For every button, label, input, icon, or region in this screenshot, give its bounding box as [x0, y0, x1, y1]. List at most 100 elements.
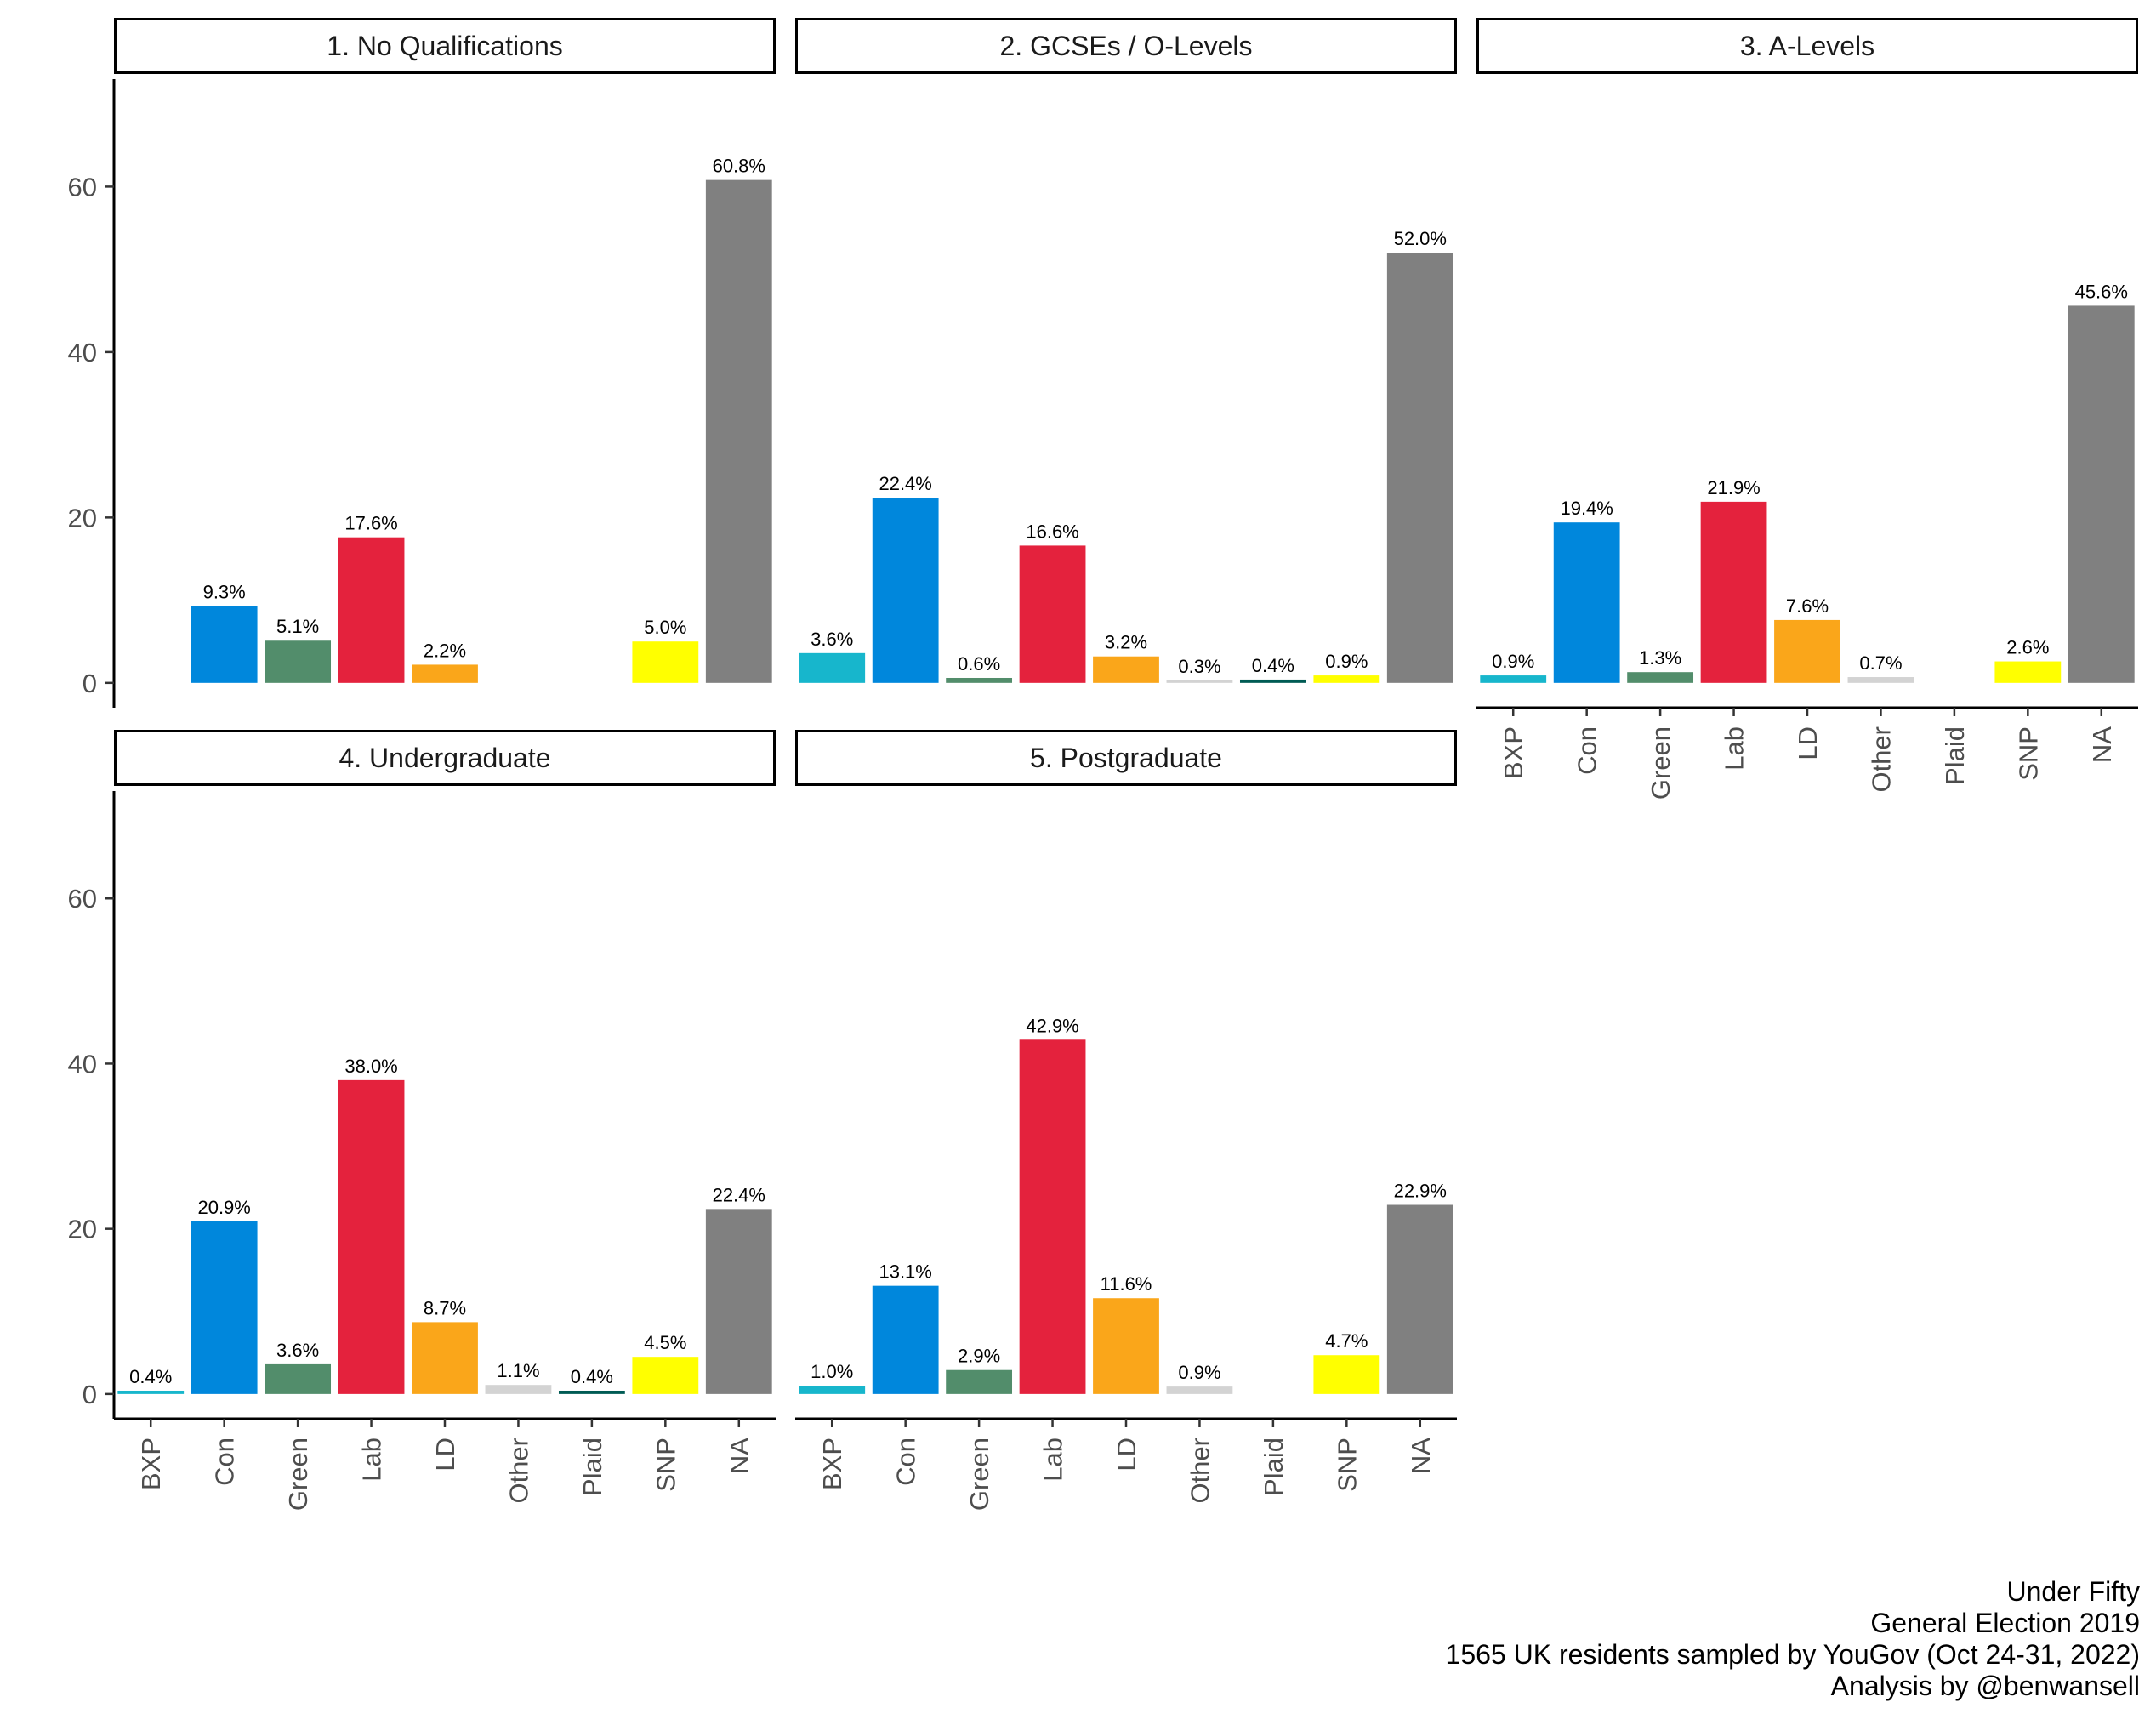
x-tick-label: SNP: [2013, 726, 2043, 781]
facet-title-2: 2. GCSEs / O-Levels: [1000, 31, 1253, 61]
data-label: 38.0%: [344, 1056, 397, 1077]
y-tick-label: 20: [68, 1215, 97, 1244]
bar-na: [705, 179, 772, 683]
data-label: 2.9%: [958, 1346, 1000, 1367]
x-tick-label: Other: [503, 1438, 533, 1504]
facet-title-3: 3. A-Levels: [1740, 31, 1874, 61]
caption-line-credit: Analysis by @benwansell: [1830, 1671, 2140, 1701]
x-tick-label: Con: [1573, 726, 1602, 775]
data-label: 8.7%: [424, 1297, 466, 1318]
bar-green: [1627, 672, 1694, 683]
y-tick-label: 60: [68, 884, 97, 914]
bar-con: [872, 498, 939, 683]
data-label: 9.3%: [203, 581, 246, 602]
bar-bxp: [1480, 675, 1547, 683]
bar-na: [1386, 253, 1453, 683]
bar-lab: [1019, 545, 1086, 683]
bar-ld: [412, 664, 478, 683]
x-tick-label: Other: [1866, 726, 1896, 793]
bar-lab: [1019, 1039, 1086, 1394]
data-label: 21.9%: [1707, 477, 1760, 498]
data-label: 7.6%: [1786, 595, 1829, 617]
y-tick-label: 60: [68, 172, 97, 202]
data-label: 0.3%: [1178, 656, 1220, 677]
bar-green: [946, 677, 1013, 683]
facet-strip-1: [114, 18, 776, 74]
x-tick-label: NA: [725, 1438, 754, 1474]
bar-lab: [1700, 501, 1767, 683]
data-label: 1.0%: [811, 1361, 853, 1382]
x-tick-label: BXP: [1499, 726, 1528, 779]
x-tick-label: LD: [430, 1438, 460, 1472]
x-tick-label: Con: [891, 1438, 921, 1486]
data-label: 0.7%: [1859, 652, 1902, 674]
facet-title-1: 1. No Qualifications: [327, 31, 562, 61]
x-tick-label: Plaid: [1259, 1438, 1288, 1496]
x-tick-label: NA: [1406, 1438, 1436, 1474]
facet-strip-2: [795, 18, 1457, 74]
bar-other: [1847, 677, 1914, 683]
bar-snp: [1313, 1355, 1380, 1394]
y-tick-label: 0: [82, 1380, 97, 1409]
bar-na: [705, 1209, 772, 1394]
x-tick-label: SNP: [651, 1438, 680, 1492]
data-label: 0.9%: [1325, 651, 1368, 672]
caption-line-sample: 1565 UK residents sampled by YouGov (Oct…: [1445, 1639, 2140, 1670]
bar-ld: [1774, 619, 1840, 683]
bar-con: [191, 1221, 258, 1394]
x-tick-label: Plaid: [1940, 726, 1970, 785]
caption-line-election: General Election 2019: [1870, 1608, 2140, 1638]
bar-lab: [338, 537, 405, 683]
data-label: 45.6%: [2075, 281, 2128, 302]
bar-bxp: [799, 1386, 866, 1394]
data-label: 20.9%: [197, 1197, 250, 1218]
bar-con: [1553, 522, 1620, 683]
data-label: 22.4%: [879, 473, 931, 494]
x-tick-label: LD: [1793, 726, 1823, 760]
data-label: 2.2%: [424, 640, 466, 661]
bar-lab: [338, 1079, 405, 1394]
data-label: 0.9%: [1178, 1362, 1220, 1383]
facet-strip-5: [795, 730, 1457, 786]
data-label: 3.6%: [276, 1340, 319, 1361]
data-label: 52.0%: [1394, 228, 1447, 249]
bar-plaid: [1239, 679, 1306, 683]
facet-strip-3: [1476, 18, 2138, 74]
data-label: 17.6%: [344, 513, 397, 534]
data-label: 0.4%: [129, 1366, 172, 1387]
bar-na: [2068, 305, 2135, 683]
bar-con: [872, 1285, 939, 1394]
x-tick-label: Lab: [1720, 726, 1749, 771]
x-tick-label: Other: [1185, 1438, 1215, 1504]
caption-line-subgroup: Under Fifty: [2006, 1576, 2140, 1607]
bar-other: [1166, 680, 1233, 683]
bar-snp: [632, 1357, 699, 1394]
chart-caption: Under Fifty General Election 2019 1565 U…: [1446, 1576, 2140, 1702]
x-tick-label: Con: [210, 1438, 240, 1486]
data-label: 5.0%: [644, 617, 686, 638]
data-label: 4.7%: [1325, 1330, 1368, 1352]
x-tick-label: Green: [283, 1438, 313, 1511]
data-label: 0.4%: [1252, 655, 1294, 676]
data-label: 0.9%: [1492, 651, 1534, 672]
bar-ld: [412, 1322, 478, 1394]
data-label: 0.6%: [958, 653, 1000, 675]
data-label: 2.6%: [2006, 637, 2049, 658]
data-label: 5.1%: [276, 616, 319, 637]
data-label: 22.4%: [713, 1184, 765, 1205]
x-tick-label: BXP: [136, 1438, 166, 1490]
bar-green: [946, 1369, 1013, 1394]
bar-con: [191, 606, 258, 683]
bar-plaid: [558, 1390, 625, 1394]
data-label: 4.5%: [644, 1332, 686, 1353]
facet-strip-4: [114, 730, 776, 786]
data-label: 0.4%: [571, 1366, 613, 1387]
bar-ld: [1093, 656, 1159, 683]
bar-bxp: [799, 652, 866, 683]
data-label: 60.8%: [713, 156, 765, 177]
data-label: 1.1%: [497, 1360, 539, 1381]
bar-bxp: [117, 1390, 185, 1394]
data-label: 1.3%: [1639, 647, 1681, 669]
